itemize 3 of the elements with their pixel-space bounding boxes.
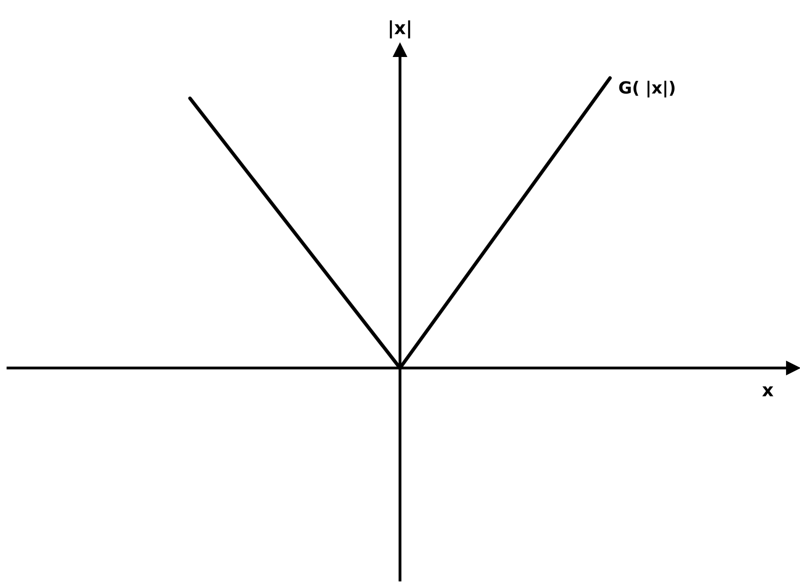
x-axis-title: x xyxy=(762,386,774,396)
y-axis-title: |x| xyxy=(390,20,410,38)
series-label: G( |x|) xyxy=(619,80,675,98)
